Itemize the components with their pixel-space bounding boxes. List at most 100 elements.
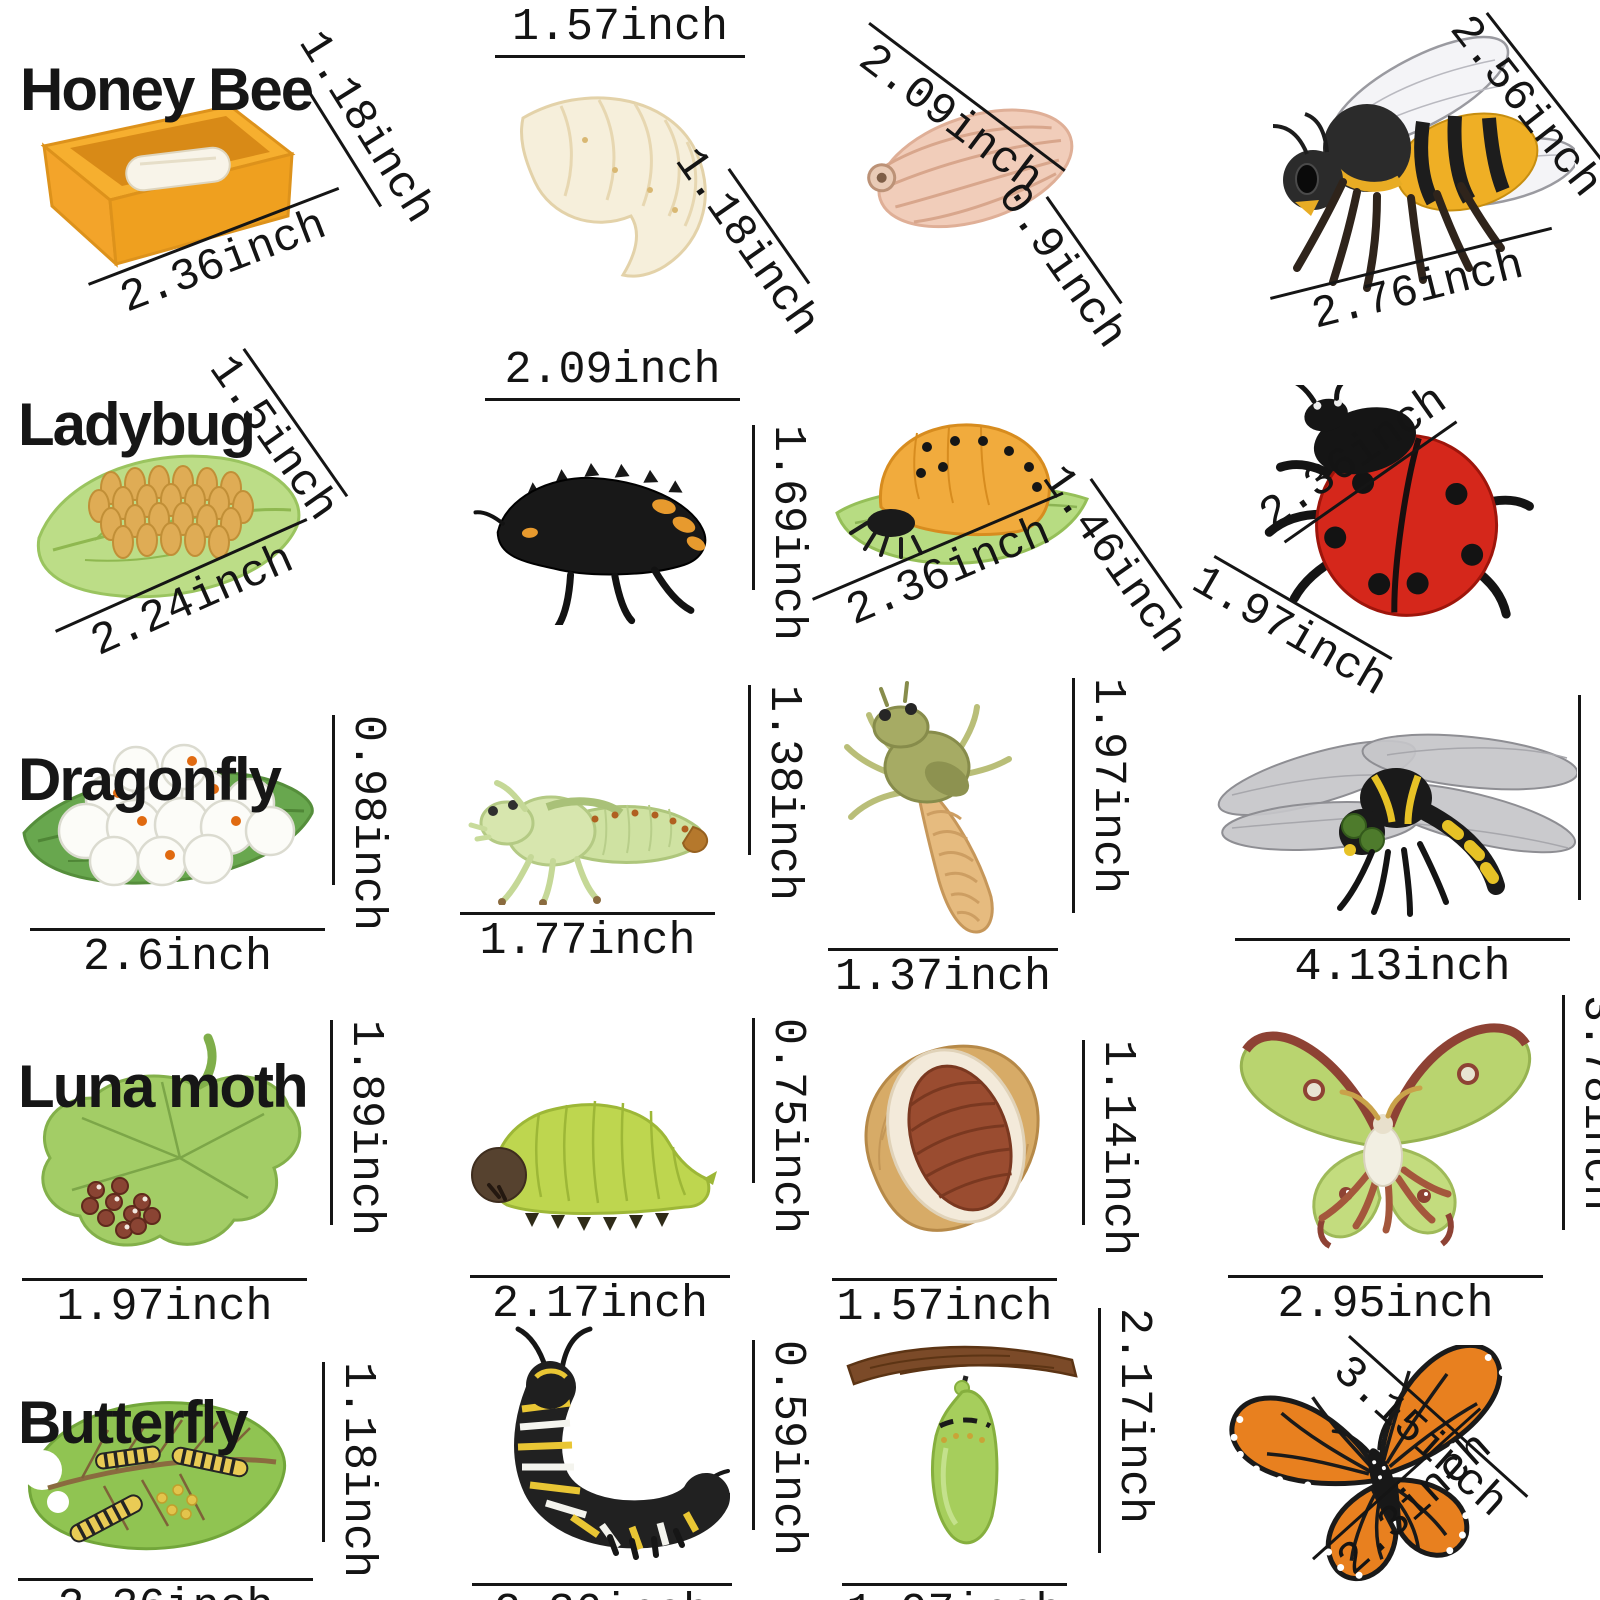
luna-moth-cocoon-figure <box>864 1044 1040 1232</box>
measurement-horizontal: 4.13inch <box>1235 938 1570 991</box>
measurement-label: 1.14inch <box>1091 1040 1143 1257</box>
cell-dragonfly-eggs: 0.98inch 2.6inch <box>0 660 400 990</box>
cell-honey-bee-larva: 1.57inch 1.18inch <box>400 0 829 345</box>
measurement-line <box>330 1020 333 1225</box>
dragonfly-late-nymph-figure <box>844 681 1012 934</box>
dragonfly-nymph-figure <box>468 780 709 905</box>
measurement-horizontal: 1.77inch <box>460 912 715 965</box>
cell-butterfly-caterpillar: 0.59inch 2.36inch <box>400 1300 813 1600</box>
measurement-label: 1.97inch <box>1081 678 1133 895</box>
measurement-vertical: 0.75inch <box>752 1018 813 1235</box>
measurement-line <box>1578 695 1581 900</box>
cell-honey-bee-pupa: 2.09inch 0.9inch <box>800 0 1200 358</box>
measurement-line <box>1072 678 1075 913</box>
butterfly-adult-figure <box>1229 1345 1507 1582</box>
row-title-ladybug: Ladybug <box>18 390 256 458</box>
measurement-vertical: 3.78inch <box>1562 995 1600 1230</box>
measurement-horizontal: 1.97inch <box>842 1583 1067 1600</box>
butterfly-eggs-leaf-figure <box>22 1401 287 1551</box>
measurement-line <box>752 425 755 590</box>
measurement-vertical: 2.17inch <box>1098 1308 1159 1553</box>
butterfly-caterpillar-figure <box>514 1326 730 1560</box>
measurement-label: 3.78inch <box>1571 995 1600 1212</box>
measurement-vertical: 0.98inch <box>332 715 393 932</box>
measurement-vertical: 1.14inch <box>1082 1040 1143 1257</box>
ladybug-pupa-leaf-figure <box>835 423 1090 565</box>
cell-butterfly-adult: 3.15inch 2.3inch <box>1200 1300 1600 1600</box>
measurement-line <box>842 1583 1067 1586</box>
honey-bee-larva-figure <box>520 96 707 278</box>
measurement-line <box>748 685 751 855</box>
measurement-label: 2.95inch <box>1277 1279 1494 1330</box>
measurement-horizontal: 2.95inch <box>1228 1275 1543 1328</box>
measurement-horizontal: 1.97inch <box>22 1278 307 1331</box>
measurement-label: 0.59inch <box>761 1340 813 1557</box>
measurement-line <box>470 1275 730 1278</box>
row-luna-moth: Luna moth 1.89inch 1 <box>0 990 1600 1330</box>
cell-dragonfly-adult: 3.35inch 4.13inch <box>1200 660 1600 990</box>
cell-butterfly-chrysalis: 2.17inch 1.97inch <box>800 1300 1200 1600</box>
measurement-line <box>22 1278 307 1281</box>
cell-ladybug-eggs: 1.5inch 2.24inch <box>0 330 400 668</box>
measurement-label: 2.17inch <box>491 1279 709 1330</box>
measurement-vertical: 0.59inch <box>752 1340 813 1557</box>
cell-ladybug-larva: 2.09inch 1.69inch <box>400 330 813 660</box>
measurement-label: 0.75inch <box>761 1018 813 1235</box>
cell-luna-moth-cocoon: 1.14inch 1.57inch <box>800 990 1200 1330</box>
measurement-line <box>472 1583 732 1586</box>
measurement-line <box>30 928 325 931</box>
row-title-butterfly: Butterfly <box>18 1388 249 1456</box>
luna-moth-adult-figure <box>1239 1023 1532 1249</box>
measurement-label: 1.38inch <box>757 685 809 902</box>
measurement-line <box>828 948 1058 951</box>
row-title-dragonfly: Dragonfly <box>18 745 282 813</box>
measurement-label: 2.36inch <box>494 1590 710 1600</box>
ladybug-larva-figure <box>473 463 707 625</box>
measurement-label: 1.97inch <box>56 1282 273 1333</box>
measurement-vertical: 1.97inch <box>1072 678 1133 913</box>
measurement-line <box>1562 995 1565 1230</box>
measurement-label: 1.69inch <box>761 425 813 642</box>
measurement-horizontal: 2.36inch <box>472 1583 732 1600</box>
row-title-luna-moth: Luna moth <box>18 1052 309 1120</box>
measurement-line <box>752 1340 755 1530</box>
measurement-label: 2.36inch <box>57 1585 273 1600</box>
luna-moth-caterpillar-figure <box>471 1100 717 1231</box>
measurement-label: 0.98inch <box>341 715 393 932</box>
measurement-line <box>322 1362 325 1542</box>
cell-ladybug-pupa: 2.36inch 1.46inch <box>800 330 1200 663</box>
row-butterfly: Butterfly <box>0 1300 1600 1600</box>
measurement-line <box>832 1278 1057 1281</box>
honey-bee-adult-figure <box>1272 35 1575 292</box>
row-honey-bee: Honey Bee 1.18inch 2.36inch <box>0 0 1600 358</box>
cell-honey-bee-egg: 1.18inch 2.36inch <box>0 0 445 330</box>
measurement-horizontal: 1.37inch <box>828 948 1058 1001</box>
measurement-label: 4.13inch <box>1294 942 1511 993</box>
measurement-horizontal: 1.57inch <box>495 5 745 58</box>
measurement-line <box>18 1578 313 1581</box>
measurement-label: 3.35inch <box>1587 695 1600 912</box>
measurement-line <box>1235 938 1570 941</box>
measurement-line <box>1082 1040 1085 1225</box>
cell-luna-moth-eggs: 1.89inch 1.97inch <box>0 990 400 1330</box>
measurement-label: 1.57inch <box>836 1282 1053 1333</box>
measurement-label: 2.6inch <box>82 932 273 983</box>
row-dragonfly: Dragonfly 0.98inch <box>0 660 1600 1000</box>
cell-dragonfly-late-nymph: 1.97inch 1.37inch <box>800 660 1200 1000</box>
measurement-line <box>332 715 335 885</box>
cell-luna-moth-caterpillar: 0.75inch 2.17inch <box>400 990 813 1327</box>
measurement-horizontal: 2.09inch <box>485 348 740 401</box>
cell-luna-moth-adult: 3.78inch 2.95inch <box>1200 990 1600 1327</box>
measurement-line <box>485 397 740 401</box>
measurement-vertical: 1.69inch <box>752 425 813 642</box>
measurement-label: 1.89inch <box>339 1020 391 1237</box>
measurement-line <box>752 1018 755 1183</box>
measurement-vertical: 3.35inch <box>1578 695 1600 912</box>
dragonfly-adult-figure <box>1217 733 1577 917</box>
luna-moth-eggs-leaf-figure <box>41 1033 302 1247</box>
measurement-line <box>1098 1308 1101 1553</box>
measurement-vertical: 1.38inch <box>748 685 809 902</box>
measurement-horizontal: 2.17inch <box>470 1275 730 1328</box>
measurement-label: 1.37inch <box>834 952 1052 1003</box>
